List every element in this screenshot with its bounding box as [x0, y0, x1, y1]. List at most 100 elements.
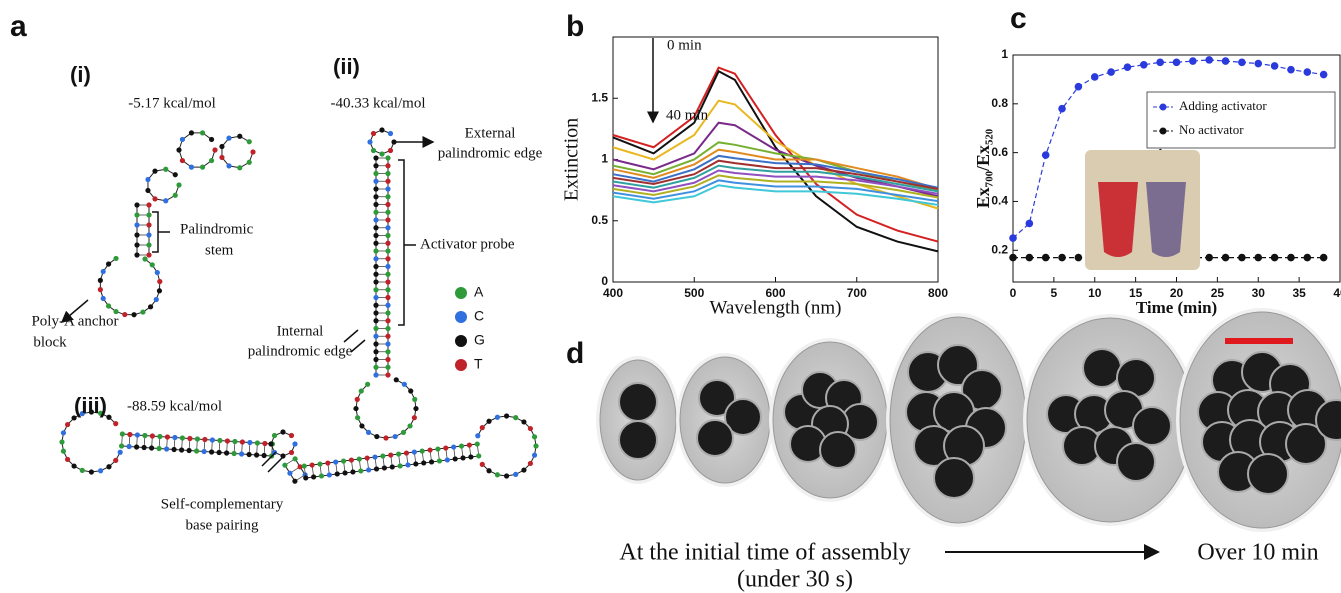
nucleotide [494, 472, 500, 478]
nucleotide [226, 135, 232, 141]
nucleotide [226, 163, 232, 169]
panel-label: d [566, 337, 584, 370]
nucleotide [271, 432, 278, 439]
nucleotide [64, 456, 71, 463]
point [1123, 63, 1132, 72]
annotation: base pairing [186, 517, 259, 533]
nucleotide [527, 425, 534, 432]
nanoparticle [1116, 442, 1156, 482]
nucleotide [146, 222, 152, 228]
nucleotide [373, 364, 379, 370]
nucleotide [100, 268, 106, 275]
nucleotide [254, 452, 260, 458]
nucleotide [224, 438, 230, 444]
nanoparticle [618, 382, 658, 422]
annotation: Activator probe [420, 236, 515, 252]
nucleotide [164, 446, 170, 452]
x-tick-label: 500 [684, 286, 704, 300]
nucleotide [486, 468, 492, 474]
nucleotide [373, 248, 379, 254]
point [1205, 253, 1213, 262]
nucleotide [372, 454, 378, 460]
nucleotide [479, 461, 485, 467]
point [1238, 253, 1246, 262]
panel-label: a [10, 10, 27, 43]
nucleotide [172, 192, 178, 198]
x-tick-label: 15 [1129, 286, 1143, 300]
nucleotide [119, 443, 125, 449]
nucleotide [373, 209, 379, 215]
nucleotide [374, 433, 380, 440]
nucleotide [385, 217, 391, 223]
nucleotide [373, 349, 379, 355]
nanoparticle [1132, 406, 1172, 446]
nucleotide [365, 429, 372, 436]
nucleotide [373, 287, 379, 293]
line [612, 141, 939, 192]
backbone [178, 132, 216, 168]
nucleotide [460, 455, 466, 461]
nanoparticle [1082, 348, 1122, 388]
nucleotide [311, 474, 317, 480]
annotation: Internal [277, 323, 324, 339]
line [612, 154, 939, 189]
nanoparticle [696, 419, 734, 457]
nucleotide [261, 452, 267, 459]
nucleotide [400, 429, 407, 436]
nucleotide [152, 168, 158, 174]
nucleotide [373, 163, 379, 169]
nucleotide [209, 449, 215, 455]
nucleotide [521, 467, 527, 473]
nucleotide [208, 136, 215, 143]
point [1025, 253, 1034, 262]
nucleotide [219, 154, 225, 161]
nucleotide [140, 309, 146, 315]
x-tick-label: 5 [1051, 286, 1058, 300]
nucleotide [443, 445, 449, 451]
caption: At the initial time of assembly [619, 540, 910, 566]
line [612, 66, 939, 243]
x-tick-label: 400 [603, 286, 623, 300]
nucleotide [373, 279, 379, 285]
nucleotide [188, 130, 195, 136]
caption: (under 30 s) [737, 567, 853, 593]
nucleotide [527, 460, 534, 467]
nucleotide [348, 457, 355, 463]
y-tick-label: 0.6 [991, 145, 1008, 159]
y-axis-label: Ex₇₀₀/Ex₅₂₀ [973, 129, 993, 208]
nucleotide [292, 478, 298, 484]
point [1074, 253, 1083, 262]
point [1221, 253, 1230, 262]
legend-swatch [455, 311, 467, 323]
nucleotide [373, 333, 379, 339]
x-tick-label: 30 [1252, 286, 1266, 300]
nucleotide [385, 240, 391, 246]
nanoparticle [724, 398, 762, 436]
nucleotide [503, 473, 510, 479]
nucleotide [373, 302, 379, 308]
nucleotide [113, 457, 119, 463]
x-tick-label: 10 [1088, 286, 1102, 300]
nucleotide [188, 164, 195, 170]
annotation: Palindromic [180, 221, 254, 237]
nucleotide [212, 147, 218, 153]
nucleotide [366, 467, 372, 473]
x-tick-label: 800 [928, 286, 948, 300]
nucleotide [98, 410, 104, 416]
nucleotide [413, 405, 419, 412]
annotation: Self-complementary [161, 496, 284, 512]
point [1287, 65, 1295, 74]
nucleotide [71, 415, 77, 421]
backbone [61, 411, 121, 473]
energy: -5.17 kcal/mol [128, 95, 215, 111]
panel-label: b [566, 10, 584, 43]
nucleotide [171, 446, 177, 453]
y-tick-label: 0.5 [591, 213, 608, 227]
nucleotide [113, 255, 119, 262]
nucleotide [385, 341, 391, 347]
nucleotide [435, 446, 441, 452]
x-tick-label: 0 [1010, 286, 1017, 300]
line [612, 179, 939, 203]
nucleotide [385, 163, 391, 169]
nucleotide [333, 459, 339, 465]
